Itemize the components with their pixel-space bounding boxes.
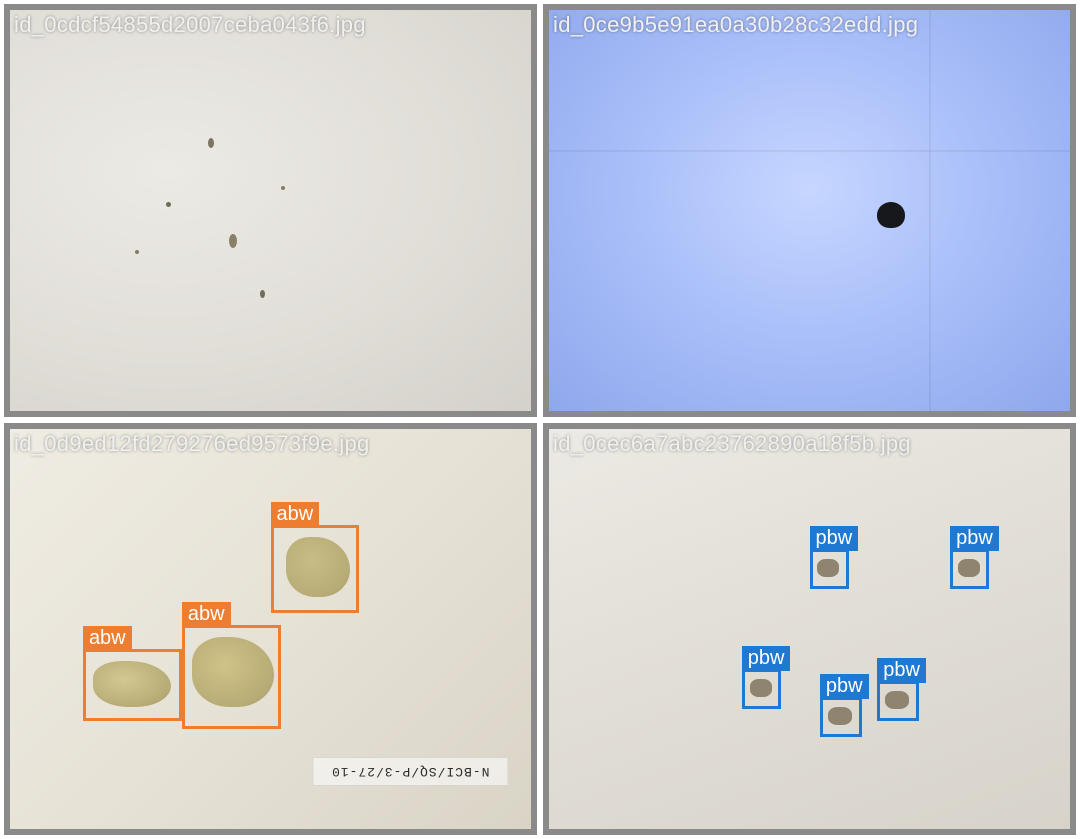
panel-bottom-left[interactable]: N-BCI/SQ/P-3/27-10abwabwabwid_0d9ed12fd2… — [4, 423, 537, 836]
image-grid: id_0cdcf54855d2007ceba043f6.jpgid_0ce9b5… — [0, 0, 1080, 839]
paper-crease — [549, 150, 1070, 152]
bbox-label: abw — [83, 626, 132, 651]
panel-top-left[interactable]: id_0cdcf54855d2007ceba043f6.jpg — [4, 4, 537, 417]
specimen-tag: N-BCI/SQ/P-3/27-10 — [312, 757, 508, 786]
bbox-label: abw — [271, 502, 320, 527]
debris-speck — [229, 234, 237, 248]
panel-top-right[interactable]: id_0ce9b5e91ea0a30b28c32edd.jpg — [543, 4, 1076, 417]
panel-bottom-right[interactable]: N-BCI/SQ/P-3/22-10pbwpbwpbwpbwpbwid_0cec… — [543, 423, 1076, 836]
bbox-pbw[interactable]: pbw — [742, 669, 781, 709]
bbox-label: pbw — [742, 646, 791, 671]
bbox-pbw[interactable]: pbw — [820, 697, 862, 737]
bbox-label: abw — [182, 602, 231, 627]
bbox-label: pbw — [950, 526, 999, 551]
paper-crease — [929, 10, 931, 411]
bbox-pbw[interactable]: pbw — [877, 681, 919, 721]
bbox-label: pbw — [810, 526, 859, 551]
bbox-label: pbw — [820, 674, 869, 699]
bbox-abw[interactable]: abw — [271, 525, 360, 613]
bbox-pbw[interactable]: pbw — [810, 549, 849, 589]
panel-image — [10, 10, 531, 411]
bbox-label: pbw — [877, 658, 926, 683]
bbox-pbw[interactable]: pbw — [950, 549, 989, 589]
panel-image — [549, 10, 1070, 411]
bbox-abw[interactable]: abw — [83, 649, 182, 721]
bbox-abw[interactable]: abw — [182, 625, 281, 729]
insect — [877, 202, 905, 228]
panel-image — [549, 429, 1070, 830]
